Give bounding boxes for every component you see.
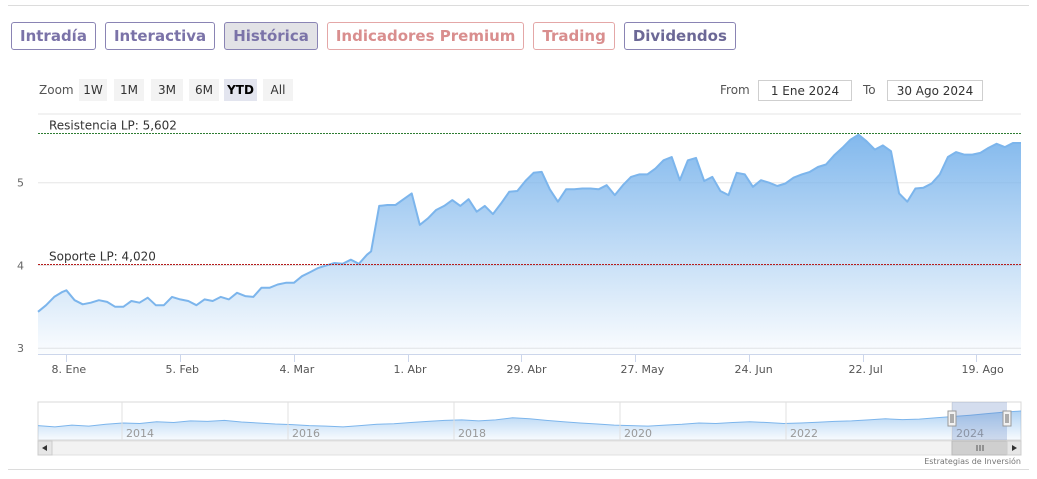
zoom-1w-button[interactable]: 1W — [79, 79, 107, 101]
x-tick-label: 5. Feb — [166, 363, 199, 376]
navigator-year-label: 2018 — [458, 427, 486, 440]
x-tick-label: 1. Abr — [394, 363, 427, 376]
zoom-all-button[interactable]: All — [263, 79, 293, 101]
to-date-input[interactable] — [887, 80, 983, 101]
zoom-label: Zoom — [39, 83, 74, 97]
tab-trading[interactable]: Trading — [533, 22, 615, 50]
top-divider — [8, 5, 1029, 6]
price-area — [38, 134, 1021, 354]
y-tick-label: 4 — [17, 259, 24, 272]
arrow-right-icon — [1012, 445, 1017, 451]
tab-indicadores-premium[interactable]: Indicadores Premium — [326, 22, 525, 50]
x-tick-label: 4. Mar — [280, 363, 315, 376]
annotation-label: Resistencia LP: 5,602 — [49, 119, 177, 133]
annotation-lines: Resistencia LP: 5,602 Soporte LP: 4,020 — [38, 119, 1021, 265]
bottom-divider — [8, 469, 1029, 470]
navigator-line — [37, 410, 1022, 428]
x-tick-label: 27. May — [621, 363, 665, 376]
y-tick-label: 3 — [17, 342, 24, 355]
navigator-year-label: 2020 — [624, 427, 652, 440]
tab-intradia[interactable]: Intradía — [11, 22, 96, 50]
navigator-year-label: 2014 — [126, 427, 154, 440]
x-tick-label: 22. Jul — [849, 363, 883, 376]
y-axis: 3 4 5 — [17, 177, 24, 356]
navigator-area — [38, 411, 1021, 440]
navigator-year-label: 2016 — [292, 427, 320, 440]
chart-tabs: Intradía Interactiva Histórica Indicador… — [11, 22, 745, 50]
annotation-label: Soporte LP: 4,020 — [49, 250, 156, 264]
x-tick-label: 24. Jun — [735, 363, 773, 376]
credit-text: Estrategias de Inversión — [924, 457, 1021, 466]
to-label: To — [863, 83, 876, 97]
navigator-year-label: 2022 — [790, 427, 818, 440]
series-area — [37, 133, 1021, 354]
tab-historica[interactable]: Histórica — [224, 22, 318, 50]
x-tick-label: 19. Ago — [962, 363, 1004, 376]
navigator[interactable]: 2014 2016 2018 2020 2022 2024 — [37, 401, 1022, 456]
navigator-handle-right[interactable] — [1002, 410, 1012, 427]
navigator-year-label: 2024 — [956, 427, 984, 440]
arrow-left-icon — [42, 445, 47, 451]
x-axis: 8. Ene 5. Feb 4. Mar 1. Abr 29. Abr 27. May 24… — [38, 354, 1021, 376]
x-tick-label: 8. Ene — [52, 363, 87, 376]
from-label: From — [720, 83, 750, 97]
y-tick-label: 5 — [17, 177, 24, 190]
price-line — [37, 133, 1021, 313]
x-tick-label: 29. Abr — [507, 363, 547, 376]
zoom-3m-button[interactable]: 3M — [151, 79, 183, 101]
navigator-handle-left[interactable] — [947, 410, 957, 427]
zoom-6m-button[interactable]: 6M — [189, 79, 219, 101]
from-date-input[interactable] — [758, 80, 852, 101]
tab-dividendos[interactable]: Dividendos — [623, 22, 736, 50]
navigator-scrollbar-track[interactable] — [37, 440, 1022, 456]
tab-interactiva[interactable]: Interactiva — [104, 22, 216, 50]
zoom-1m-button[interactable]: 1M — [114, 79, 144, 101]
navigator-selection[interactable] — [952, 402, 1007, 440]
zoom-ytd-button[interactable]: YTD — [224, 79, 257, 101]
